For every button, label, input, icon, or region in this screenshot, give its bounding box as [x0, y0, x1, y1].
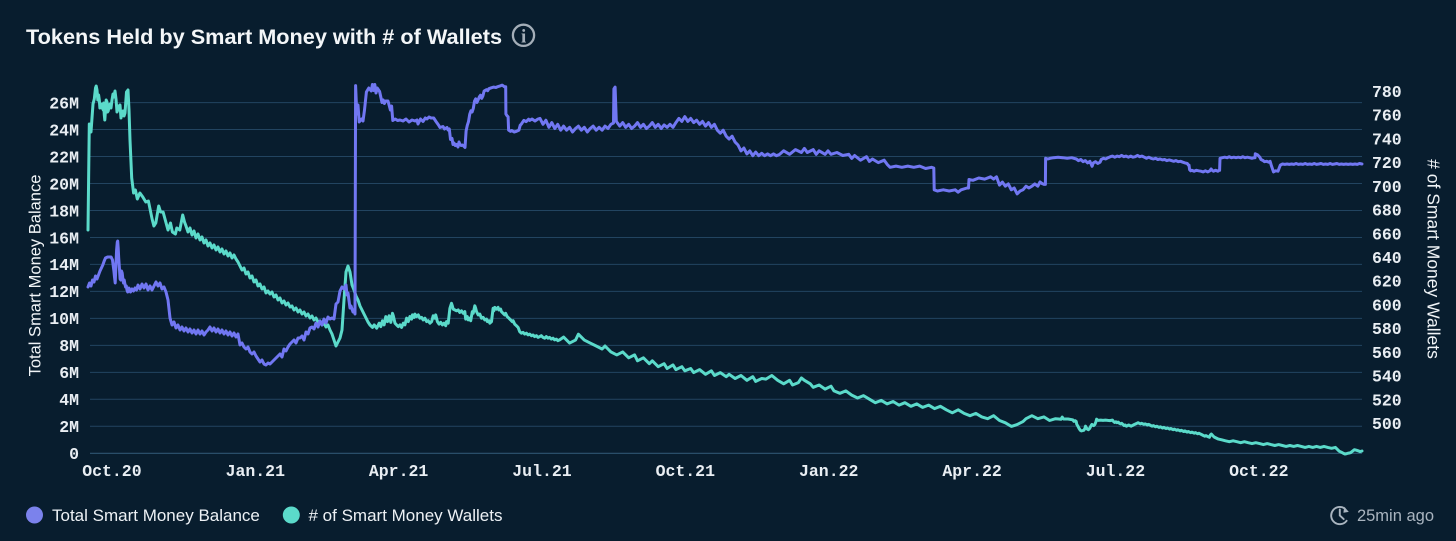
svg-text:760: 760	[1372, 107, 1402, 126]
svg-text:Jul.21: Jul.21	[512, 462, 572, 481]
svg-text:16M: 16M	[49, 229, 79, 248]
svg-text:720: 720	[1372, 154, 1402, 173]
svg-text:540: 540	[1372, 368, 1402, 387]
svg-text:18M: 18M	[49, 202, 79, 221]
svg-text:25min ago: 25min ago	[1357, 507, 1434, 525]
svg-text:10M: 10M	[49, 310, 79, 329]
svg-text:6M: 6M	[59, 364, 79, 383]
svg-text:# of Smart Money Wallets: # of Smart Money Wallets	[1424, 159, 1444, 359]
svg-text:22M: 22M	[49, 148, 79, 167]
svg-text:640: 640	[1372, 249, 1402, 268]
svg-text:Apr.21: Apr.21	[369, 462, 429, 481]
svg-text:20M: 20M	[49, 175, 79, 194]
svg-text:Tokens Held by Smart Money wit: Tokens Held by Smart Money with # of Wal…	[26, 24, 502, 49]
svg-text:Oct.22: Oct.22	[1229, 462, 1288, 481]
svg-text:700: 700	[1372, 178, 1402, 197]
svg-text:i: i	[521, 26, 526, 47]
svg-text:0: 0	[69, 445, 79, 464]
svg-text:Apr.22: Apr.22	[942, 462, 1001, 481]
svg-text:Jan.22: Jan.22	[799, 462, 858, 481]
svg-text:Jan.21: Jan.21	[226, 462, 286, 481]
svg-text:12M: 12M	[49, 283, 79, 302]
svg-text:780: 780	[1372, 83, 1402, 102]
svg-text:Total Smart Money Balance: Total Smart Money Balance	[52, 506, 260, 525]
svg-text:8M: 8M	[59, 337, 79, 356]
svg-text:600: 600	[1372, 297, 1402, 316]
svg-text:24M: 24M	[49, 121, 79, 140]
svg-text:Total Smart Money Balance: Total Smart Money Balance	[27, 175, 45, 377]
svg-text:Oct.21: Oct.21	[656, 462, 716, 481]
svg-text:520: 520	[1372, 392, 1402, 411]
svg-text:26M: 26M	[49, 94, 79, 113]
svg-text:Oct.20: Oct.20	[82, 462, 141, 481]
svg-text:620: 620	[1372, 273, 1402, 292]
svg-text:660: 660	[1372, 225, 1402, 244]
svg-text:580: 580	[1372, 320, 1402, 339]
svg-text:500: 500	[1372, 415, 1402, 434]
svg-text:560: 560	[1372, 344, 1402, 363]
svg-text:2M: 2M	[59, 418, 79, 437]
svg-text:4M: 4M	[59, 391, 79, 410]
svg-text:740: 740	[1372, 130, 1402, 149]
svg-text:680: 680	[1372, 202, 1402, 221]
svg-text:Jul.22: Jul.22	[1086, 462, 1145, 481]
svg-text:14M: 14M	[49, 256, 79, 275]
svg-text:# of Smart Money Wallets: # of Smart Money Wallets	[309, 506, 503, 525]
